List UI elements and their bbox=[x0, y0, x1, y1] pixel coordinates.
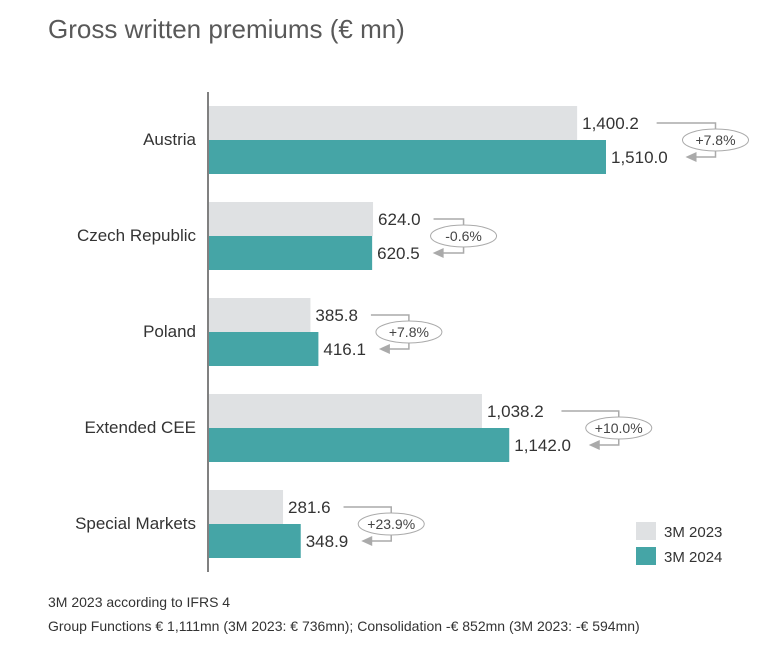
chart-title: Gross written premiums (€ mn) bbox=[48, 14, 405, 44]
change-label-czech-republic: -0.6% bbox=[445, 228, 482, 244]
value-label-3m-2023-extended-cee: 1,038.2 bbox=[487, 402, 544, 421]
value-label-3m-2023-poland: 385.8 bbox=[315, 306, 358, 325]
bar-3m-2023-austria bbox=[209, 106, 578, 140]
legend-swatch-3m-2024 bbox=[636, 547, 656, 565]
legend-swatch-3m-2023 bbox=[636, 522, 656, 540]
footnote-ifrs: 3M 2023 according to IFRS 4 bbox=[48, 594, 231, 610]
bar-3m-2023-czech-republic bbox=[209, 202, 374, 236]
category-label-special-markets: Special Markets bbox=[75, 514, 196, 533]
bar-3m-2024-special-markets bbox=[209, 524, 301, 558]
category-label-austria: Austria bbox=[143, 130, 196, 149]
change-label-austria: +7.8% bbox=[695, 132, 735, 148]
change-label-poland: +7.8% bbox=[389, 324, 429, 340]
bar-3m-2023-poland bbox=[209, 298, 311, 332]
category-label-czech-republic: Czech Republic bbox=[77, 226, 197, 245]
value-label-3m-2024-special-markets: 348.9 bbox=[306, 532, 349, 551]
bar-3m-2024-poland bbox=[209, 332, 319, 366]
change-bubble-czech-republic bbox=[430, 224, 498, 248]
footnote-group-functions: Group Functions € 1,111mn (3M 2023: € 73… bbox=[48, 618, 640, 634]
legend-label-3m-2023: 3M 2023 bbox=[664, 524, 722, 541]
change-label-extended-cee: +10.0% bbox=[595, 420, 643, 436]
legend: 3M 2023 3M 2024 bbox=[636, 522, 722, 566]
change-arrow-special-markets bbox=[361, 536, 373, 546]
bar-3m-2024-extended-cee bbox=[209, 428, 510, 462]
value-label-3m-2024-austria: 1,510.0 bbox=[611, 148, 668, 167]
value-label-3m-2023-austria: 1,400.2 bbox=[582, 114, 639, 133]
change-arrow-austria bbox=[685, 152, 697, 162]
value-label-3m-2024-czech-republic: 620.5 bbox=[377, 244, 420, 263]
bar-3m-2024-czech-republic bbox=[209, 236, 373, 270]
value-label-3m-2023-special-markets: 281.6 bbox=[288, 498, 331, 517]
value-label-3m-2024-extended-cee: 1,142.0 bbox=[514, 436, 571, 455]
value-label-3m-2023-czech-republic: 624.0 bbox=[378, 210, 421, 229]
change-bubble-special-markets bbox=[357, 512, 425, 536]
change-arrow-czech-republic bbox=[432, 248, 444, 258]
change-label-special-markets: +23.9% bbox=[367, 516, 415, 532]
change-arrow-extended-cee bbox=[588, 440, 600, 450]
legend-label-3m-2024: 3M 2024 bbox=[664, 549, 722, 566]
change-bubble-extended-cee bbox=[585, 416, 653, 440]
change-arrow-poland bbox=[378, 344, 390, 354]
value-label-3m-2024-poland: 416.1 bbox=[323, 340, 366, 359]
category-label-extended-cee: Extended CEE bbox=[84, 418, 196, 437]
change-bubble-poland bbox=[375, 320, 443, 344]
change-bubble-austria bbox=[682, 128, 749, 152]
bar-3m-2023-special-markets bbox=[209, 490, 284, 524]
bar-3m-2024-austria bbox=[209, 140, 606, 174]
bar-3m-2023-extended-cee bbox=[209, 394, 482, 428]
category-label-poland: Poland bbox=[143, 322, 196, 341]
